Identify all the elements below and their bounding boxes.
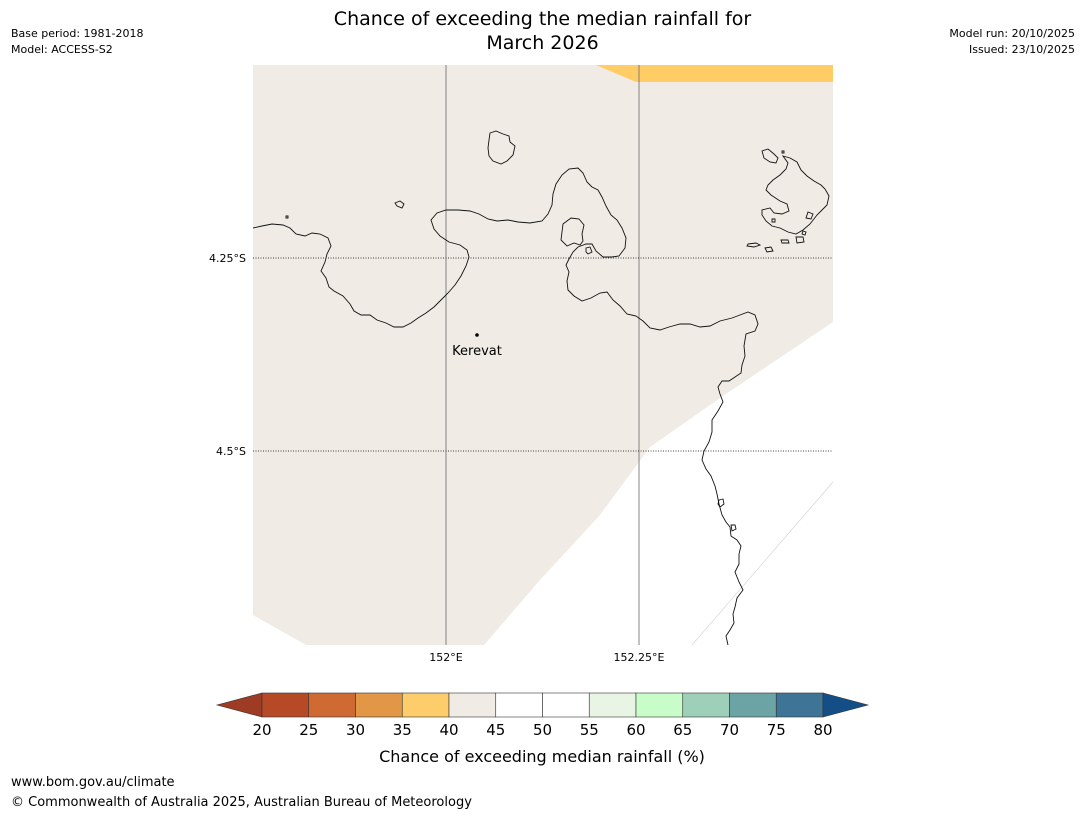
colorbar-cell [775, 692, 824, 718]
colorbar-tick-label: 65 [673, 721, 692, 739]
kerevat-marker [475, 333, 479, 337]
probability-region-35-40 [596, 65, 833, 82]
colorbar-tick-label: 75 [767, 721, 786, 739]
run-info: Model run: 20/10/2025 Issued: 23/10/2025 [949, 26, 1075, 58]
colorbar-cell [495, 692, 543, 718]
title-line-2: March 2026 [486, 32, 599, 54]
colorbar-tick-label: 35 [393, 721, 412, 739]
colorbar-ticks: 20 25 30 35 40 45 50 55 60 65 70 75 80 [252, 721, 832, 739]
island-north [487, 130, 516, 165]
colorbar-tick-label: 30 [346, 721, 365, 739]
islet-inner [585, 246, 593, 255]
colorbar-tick-label: 70 [720, 721, 739, 739]
colorbar-tick-label: 55 [580, 721, 599, 739]
map-title: Chance of exceeding the median rainfall … [0, 7, 1085, 55]
region-boundary-line [691, 481, 833, 645]
lat-label-4-5: 4.5°S [216, 445, 246, 458]
website-link[interactable]: www.bom.gov.au/climate [11, 775, 175, 790]
colorbar-cell [542, 692, 590, 718]
islands-northeast [746, 148, 830, 253]
kerevat-label: Kerevat [452, 344, 502, 359]
probability-region-40-45 [253, 65, 833, 645]
model-info: Base period: 1981-2018 Model: ACCESS-S2 [11, 26, 143, 58]
colorbar-cell [401, 692, 450, 718]
islet-west [285, 215, 289, 219]
title-line-1: Chance of exceeding the median rainfall … [333, 8, 752, 30]
colorbar: 20 25 30 35 40 45 50 55 60 65 70 75 80 Chance of exc… [215, 692, 870, 766]
colorbar-cell [355, 692, 403, 718]
base-period-text: Base period: 1981-2018 [11, 27, 144, 40]
colorbar-tick-label: 60 [626, 721, 645, 739]
peninsula-inner [560, 217, 585, 247]
colorbar-tick-label: 25 [299, 721, 318, 739]
islet-south-1 [717, 498, 725, 508]
island-small-west [394, 200, 405, 209]
colorbar-cell [261, 692, 310, 718]
coastline-main [253, 167, 759, 645]
colorbar-tick-label: 80 [813, 721, 832, 739]
coastline [253, 130, 830, 645]
lon-label-152: 152°E [429, 651, 462, 664]
lon-label-152-25: 152.25°E [614, 651, 665, 664]
colorbar-cells [215, 692, 870, 718]
colorbar-tick-label: 40 [439, 721, 458, 739]
lat-label-4-25: 4.25°S [209, 252, 246, 265]
colorbar-tick-label: 45 [486, 721, 505, 739]
colorbar-cell [588, 692, 637, 718]
colorbar-cell [635, 692, 684, 718]
model-run-text: Model run: 20/10/2025 [949, 27, 1075, 40]
model-name-text: Model: ACCESS-S2 [11, 43, 113, 56]
copyright-text: © Commonwealth of Australia 2025, Austra… [11, 795, 472, 810]
islet-south-2 [730, 524, 737, 532]
issued-date-text: Issued: 23/10/2025 [968, 43, 1075, 56]
map-area: Kerevat [253, 65, 833, 645]
colorbar-cell [682, 692, 730, 718]
islet-northeast-dots [781, 150, 785, 154]
colorbar-tick-label: 50 [533, 721, 552, 739]
colorbar-cell [729, 692, 777, 718]
colorbar-extend-low [215, 692, 263, 718]
colorbar-tick-label: 20 [252, 721, 271, 739]
colorbar-cell [448, 692, 497, 718]
colorbar-extend-high [822, 692, 870, 718]
colorbar-label: Chance of exceeding median rainfall (%) [379, 747, 705, 766]
colorbar-cell [308, 692, 356, 718]
